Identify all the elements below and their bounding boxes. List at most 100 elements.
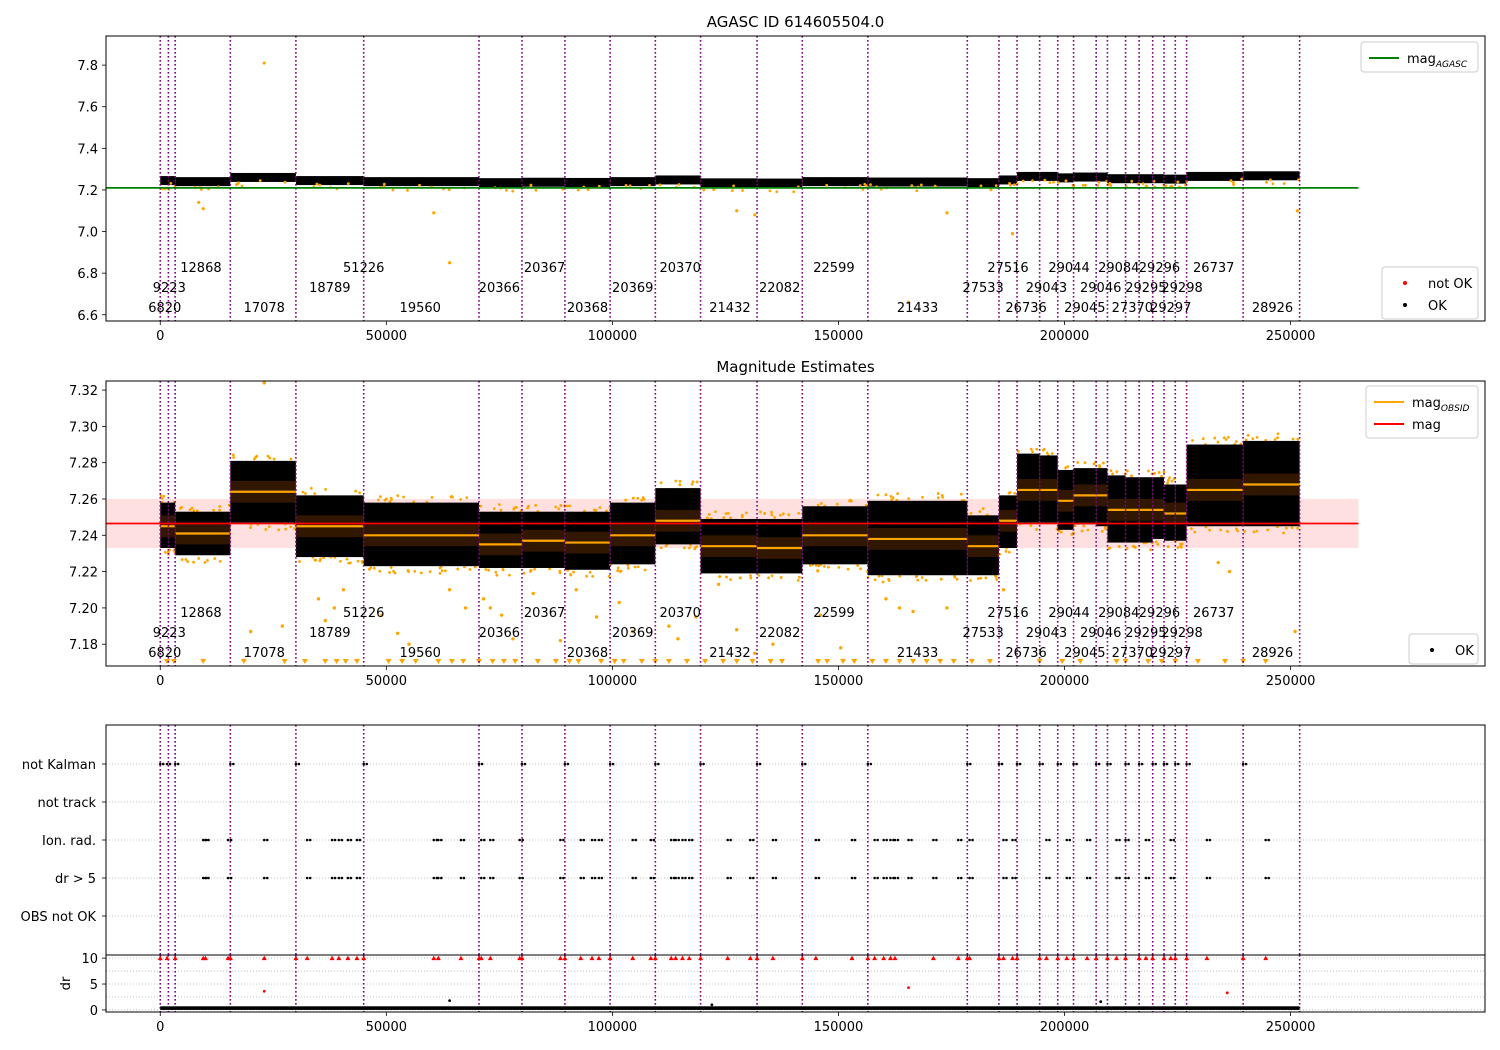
not-ok-point (180, 558, 184, 561)
not-ok-point (876, 493, 880, 497)
flag-point (232, 762, 235, 766)
not-ok-point (1031, 450, 1034, 454)
flag-point (677, 838, 680, 842)
outlier-point (594, 615, 599, 619)
not-ok-point (979, 576, 983, 580)
obsid-data-band (1125, 174, 1140, 184)
axes-frame (105, 724, 1486, 956)
obsid-label: 22599 (813, 606, 854, 621)
not-ok-point (1168, 476, 1171, 480)
x-tick-label: 150000 (814, 674, 864, 689)
not-ok-point (568, 504, 571, 508)
flag-point (669, 876, 673, 880)
not-ok-point (218, 505, 222, 508)
flag-point (521, 838, 524, 842)
not-ok-point (921, 495, 924, 499)
not-ok-point (348, 561, 352, 565)
not-ok-point (781, 512, 785, 516)
obsid-label: 17078 (244, 646, 285, 661)
flag-category-label: dr > 5 (55, 872, 96, 887)
not-ok-point (1035, 527, 1038, 531)
not-ok-point (688, 546, 691, 550)
clipped-low-marker (301, 659, 308, 664)
dr-clipped-marker (872, 955, 878, 961)
clipped-low-marker (435, 659, 442, 664)
not-ok-point (969, 579, 972, 582)
not-ok-point (376, 498, 380, 502)
flag-point (910, 876, 913, 880)
not-ok-point (976, 577, 980, 580)
not-ok-point (941, 495, 945, 499)
flag-point (1118, 838, 1121, 842)
not-ok-point (1102, 461, 1105, 465)
not-ok-point (406, 188, 409, 192)
flag-point (590, 838, 594, 842)
dr-point (1099, 1000, 1103, 1004)
flag-point (229, 838, 233, 842)
not-ok-point (1276, 436, 1279, 440)
not-ok-point (881, 580, 885, 584)
not-ok-point (1007, 491, 1011, 495)
not-ok-point (473, 565, 477, 569)
not-ok-point (412, 500, 416, 504)
clipped-low-marker (353, 659, 360, 664)
y-tick-label: 7.24 (69, 529, 98, 544)
flag-point (681, 876, 684, 880)
not-ok-point (792, 190, 796, 194)
y-tick-label: 7.8 (77, 59, 98, 74)
flag-point (226, 876, 230, 880)
not-ok-point (1240, 177, 1244, 181)
dr-clipped-marker (849, 955, 855, 961)
x-tick-label: 250000 (1266, 1020, 1316, 1035)
flag-point (1088, 838, 1092, 842)
not-ok-point (837, 565, 841, 569)
outlier-point (839, 646, 843, 650)
clipped-low-marker (620, 659, 627, 664)
clipped-low-marker (896, 659, 903, 664)
obsid-label: 6820 (148, 301, 181, 316)
obsid-label: 29297 (1150, 301, 1191, 316)
flag-point (1267, 838, 1271, 842)
outlier-point (1216, 560, 1220, 565)
flag-point (226, 838, 230, 842)
flag-point (600, 838, 604, 842)
obsid-data-band (1152, 174, 1164, 184)
obsid-label: 29298 (1161, 281, 1202, 296)
flag-point (1137, 762, 1141, 766)
not-ok-point (718, 575, 722, 578)
plot-area (106, 725, 1485, 955)
not-ok-point (887, 579, 891, 582)
flag-point (817, 876, 821, 880)
obsid-label: 27533 (962, 281, 1003, 296)
not-ok-point (598, 506, 602, 509)
outlier-point (818, 613, 823, 617)
not-ok-point (533, 567, 536, 571)
obsid-label: 19560 (400, 301, 441, 316)
flag-point (492, 838, 495, 842)
not-ok-point (1098, 464, 1101, 467)
dr-clipped-marker (1043, 955, 1049, 961)
x-tick-label: 0 (156, 674, 164, 689)
dr-clipped-marker (967, 955, 973, 961)
not-ok-point (797, 575, 801, 579)
obsid-label: 20368 (567, 301, 608, 316)
not-ok-point (428, 570, 432, 574)
not-ok-point (1204, 525, 1208, 529)
not-ok-point (779, 576, 783, 579)
outlier-point (432, 211, 436, 215)
outlier-point (447, 588, 452, 592)
obsid-label: 29043 (1026, 281, 1067, 296)
obsid-data-band (1057, 173, 1074, 183)
not-ok-point (825, 183, 829, 187)
dr-clipped-marker (361, 955, 367, 961)
not-ok-point (624, 498, 628, 502)
not-ok-point (1266, 528, 1270, 532)
y-tick-label: 5 (90, 978, 98, 993)
flag-point (771, 876, 775, 880)
not-ok-point (1265, 180, 1268, 184)
outlier-point (448, 261, 452, 265)
not-ok-point (384, 497, 388, 501)
not-ok-point (324, 487, 327, 491)
flag-point (959, 876, 963, 880)
flag-point (593, 838, 597, 842)
